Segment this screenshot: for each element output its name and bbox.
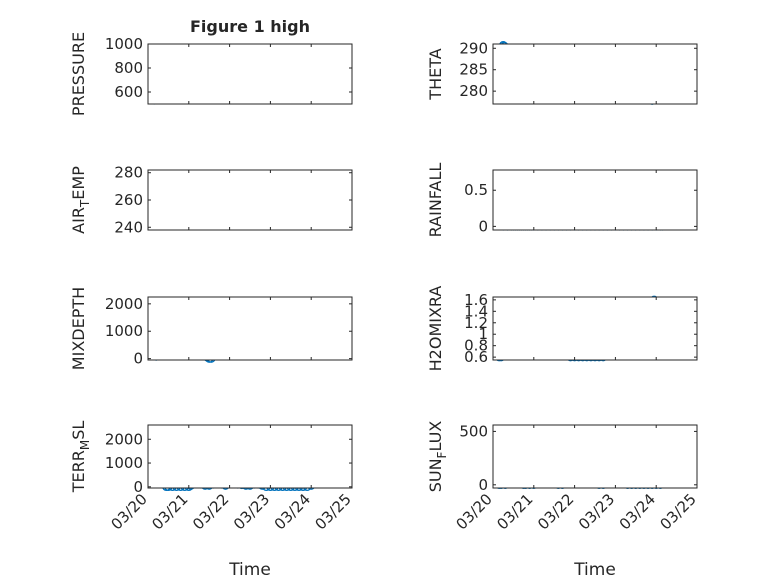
tick-marks [147,170,353,230]
panel-mixdepth: 0 1000 2000 MIXDEPTH [69,287,353,370]
y-tick-label: 800 [114,59,143,77]
y-tick-label: 0 [478,476,488,494]
y-tick-label: 500 [459,422,488,440]
y-tick-label: 0.5 [464,181,488,199]
y-tick-label: 290 [459,39,488,57]
x-tick-label: 03/24 [271,490,314,533]
y-axis-label: H2OMIXRA [426,286,445,372]
y-tick-label: 240 [114,218,143,236]
axes-frame [492,296,698,361]
tick-marks [147,297,353,360]
x-axis-label: Time [228,560,271,580]
axes-frame [492,424,698,489]
y-tick-label: 0.8 [464,337,488,355]
y-tick-label: 280 [459,82,488,100]
x-tick-label: 03/21 [148,490,191,533]
y-tick-label: 0 [133,478,143,496]
y-tick-label: 1000 [105,322,143,340]
x-tick-label: 03/23 [575,490,618,533]
y-tick-label: 0 [478,217,488,235]
y-tick-label: 1.6 [464,291,488,309]
x-tick-label: 03/23 [230,490,273,533]
panel-pressure: 600 800 1000 PRESSURE Figure 1 high [69,17,353,116]
panel-h2omixra: 0.60.811.21.41.6 H2OMIXRA [426,286,698,372]
tick-marks [147,43,353,104]
x-tick-label: 03/25 [312,490,355,533]
y-tick-label: 285 [459,61,488,79]
x-tick-label: 03/22 [189,490,232,533]
panel-air_temp: 240 260 280 AIRTEMP [69,164,353,236]
y-axis-label: RAINFALL [426,163,445,238]
y-tick-label: 0.6 [464,348,488,366]
tick-marks [492,297,698,360]
tick-marks [147,425,353,488]
y-tick-label: 0 [133,350,143,368]
y-tick-label: 1.2 [464,314,488,332]
chart-title: Figure 1 high [190,17,310,36]
y-axis-label: MIXDEPTH [69,287,88,370]
x-tick-label: 03/20 [453,490,496,533]
y-tick-label: 1 [478,325,488,343]
y-tick-label: 260 [114,191,143,209]
axes-frame [147,424,353,489]
y-axis-label: AIRTEMP [69,166,92,234]
tick-marks [492,425,698,488]
x-tick-label: 03/21 [493,490,536,533]
axes-frame [492,43,698,105]
axes-frame [492,169,698,231]
x-tick-label: 03/25 [657,490,700,533]
y-tick-label: 2000 [105,295,143,313]
x-tick-label: 03/20 [108,490,151,533]
tick-marks [492,170,698,230]
x-tick-label: 03/24 [616,490,659,533]
axes-frame [147,296,353,361]
y-tick-label: 1.4 [464,302,488,320]
y-tick-label: 1000 [105,454,143,472]
y-tick-label: 600 [114,83,143,101]
panel-rainfall: 0 0.5 RAINFALL [426,163,698,238]
x-axis-label: Time [573,560,616,580]
y-tick-label: 1000 [105,35,143,53]
y-tick-label: 280 [114,164,143,182]
y-axis-label: PRESSURE [69,32,88,116]
y-axis-label: SUNFLUX [426,421,449,493]
axes-frame [147,43,353,105]
y-axis-label: THETA [426,48,445,100]
x-tick-label: 03/22 [534,490,577,533]
panel-theta: 280 285 290 THETA [426,39,698,105]
tick-marks [492,44,698,104]
y-tick-label: 2000 [105,430,143,448]
axes-frame [147,169,353,231]
y-axis-label: TERRMSL [69,421,92,494]
